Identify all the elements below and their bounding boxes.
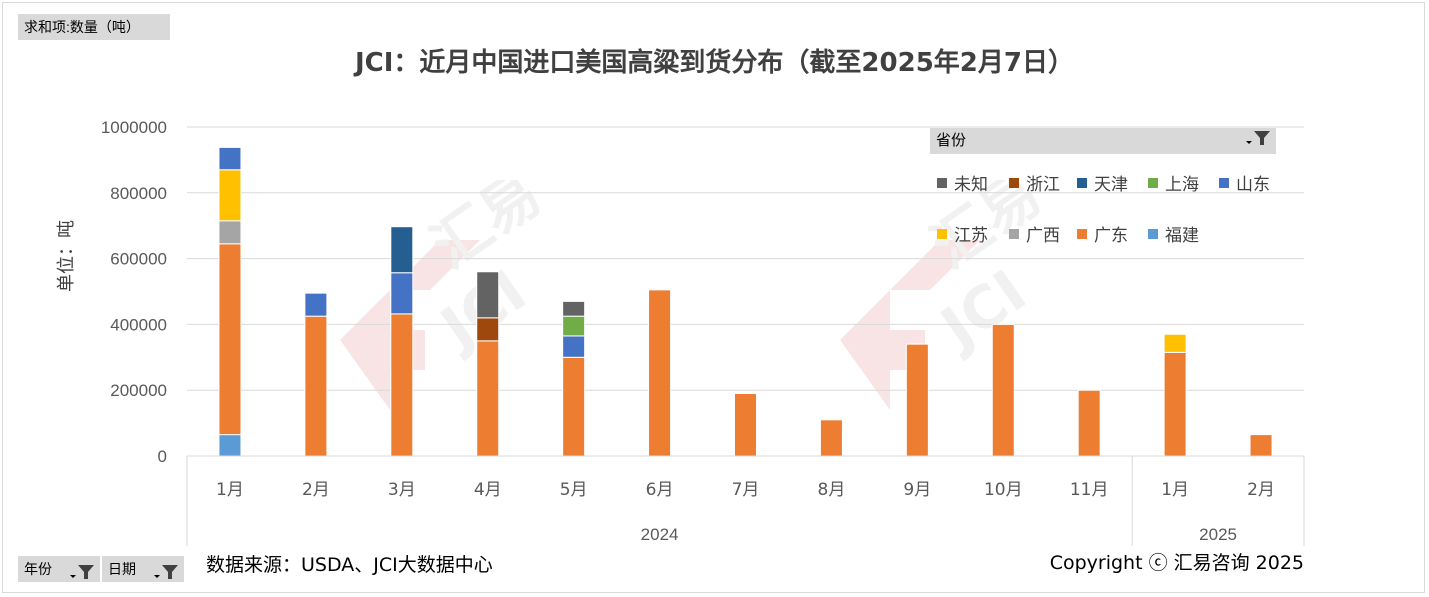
bar-segment-浙江 [476,317,500,342]
legend-label: 浙江 [1026,175,1060,195]
year-filter-button[interactable]: 年份 [18,556,100,582]
bar-segment-广东 [218,243,242,436]
x-tick-label: 1月 [1161,480,1189,500]
x-tick-label: 3月 [388,480,416,500]
filter-icon [66,556,96,582]
bar-segment-广东 [991,323,1015,457]
bar-segment-江苏 [1163,333,1187,353]
legend-label: 未知 [954,175,988,195]
x-tick-label: 10月 [984,480,1023,500]
legend-swatch [1148,178,1158,188]
bar-segment-广东 [819,419,843,457]
legend-item-福建: 福建 [1148,221,1199,246]
date-filter-label: 日期 [108,561,136,577]
legend-label: 山东 [1236,175,1270,195]
x-tick-label: 6月 [646,480,674,500]
y-tick-label: 0 [158,447,167,466]
x-tick-label: 11月 [1070,480,1109,500]
legend-label: 天津 [1094,175,1128,195]
filter-icon [1242,128,1272,157]
bar-segment-广东 [1163,351,1187,457]
copyright-note: Copyright ⓒ 汇易咨询 2025 [1049,552,1304,574]
legend-item-未知: 未知 [937,170,988,195]
legend-item-天津: 天津 [1077,170,1128,195]
legend-swatch [937,229,947,239]
y-tick-label: 600000 [110,250,167,269]
filter-icon [150,556,180,582]
bar-segment-广东 [648,289,672,457]
legend-filter-button[interactable]: 省份 [930,128,1276,154]
bar-segment-山东 [304,292,328,317]
x-tick-label: 9月 [903,480,931,500]
x-tick-label: 7月 [732,480,760,500]
bar-segment-广西 [218,220,242,245]
legend-item-山东: 山东 [1219,170,1270,195]
chart-title: JCI：近月中国进口美国高粱到货分布（截至2025年2月7日） [355,48,1074,78]
bar-segment-广东 [734,392,757,457]
year-filter-label: 年份 [24,561,52,577]
bar-segment-广东 [304,315,328,457]
x-tick-label: 8月 [818,480,846,500]
x-tick-label: 5月 [560,480,588,500]
pivot-value-field-button[interactable]: 求和项:数量（吨） [18,14,170,40]
legend-label: 广东 [1094,226,1128,246]
legend-label: 上海 [1165,175,1199,195]
bar-segment-山东 [390,272,414,315]
bar-segment-广东 [390,313,414,457]
y-tick-label: 1000000 [101,118,167,137]
legend-label: 福建 [1165,226,1199,246]
legend-swatch [1077,178,1087,188]
legend-swatch [1219,178,1229,188]
bar-segment-未知 [476,271,500,319]
x-tick-label: 1月 [216,480,244,500]
bar-segment-广东 [476,340,500,457]
legend-header-label: 省份 [936,132,967,149]
bar-segment-江苏 [218,169,242,222]
legend-label: 江苏 [954,226,988,246]
bar-segment-上海 [562,315,586,337]
legend-swatch [1148,229,1158,239]
legend-item-江苏: 江苏 [937,221,988,246]
x-group-label: 2024 [641,525,679,544]
legend-swatch [1077,229,1087,239]
legend-swatch [1009,229,1019,239]
legend-item-浙江: 浙江 [1009,170,1060,195]
bar-segment-广东 [905,343,929,457]
bar-segment-广东 [562,356,586,457]
y-tick-label: 200000 [110,381,167,400]
y-tick-label: 400000 [110,315,167,334]
bar-segment-山东 [218,146,242,171]
bar-segment-广东 [1249,434,1273,457]
legend-label: 广西 [1026,226,1060,246]
pivot-value-field-label: 求和项:数量（吨） [24,19,140,35]
legend-item-广西: 广西 [1009,221,1060,246]
bar-segment-未知 [562,300,586,317]
bar-segment-广东 [1077,389,1101,457]
legend-item-上海: 上海 [1148,170,1199,195]
date-filter-button[interactable]: 日期 [102,556,184,582]
legend-swatch [1009,178,1019,188]
x-tick-label: 2月 [1247,480,1275,500]
x-tick-label: 4月 [474,480,502,500]
y-tick-label: 800000 [110,184,167,203]
bar-segment-天津 [390,226,414,274]
legend-item-广东: 广东 [1077,221,1128,246]
bar-segment-福建 [218,434,242,457]
legend-swatch [937,178,947,188]
x-group-label: 2025 [1199,525,1237,544]
data-source-note: 数据来源：USDA、JCI大数据中心 [206,554,493,576]
bar-segment-山东 [562,335,586,358]
x-tick-label: 2月 [302,480,330,500]
